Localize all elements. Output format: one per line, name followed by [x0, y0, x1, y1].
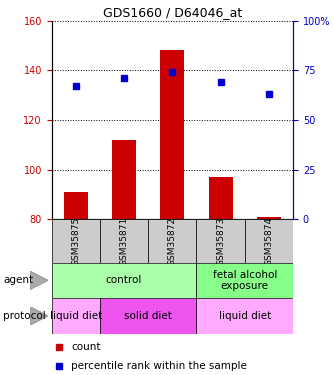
Bar: [196, 298, 293, 334]
Bar: [208, 177, 233, 219]
Polygon shape: [30, 307, 48, 326]
Bar: [196, 219, 245, 262]
Text: fetal alcohol
exposure: fetal alcohol exposure: [212, 270, 277, 291]
Text: liquid diet: liquid diet: [219, 311, 271, 321]
Text: GSM35873: GSM35873: [216, 216, 225, 266]
Bar: [52, 219, 100, 262]
Bar: [64, 192, 88, 219]
Polygon shape: [30, 271, 48, 290]
Text: GSM35875: GSM35875: [71, 216, 80, 266]
Text: percentile rank within the sample: percentile rank within the sample: [71, 361, 247, 370]
Text: solid diet: solid diet: [124, 311, 172, 321]
Title: GDS1660 / D64046_at: GDS1660 / D64046_at: [103, 6, 242, 20]
Bar: [52, 298, 100, 334]
Text: protocol: protocol: [3, 311, 46, 321]
Bar: [245, 219, 293, 262]
Bar: [257, 217, 281, 219]
Text: GSM35872: GSM35872: [168, 216, 177, 266]
Bar: [160, 51, 184, 219]
Bar: [196, 262, 293, 298]
Text: agent: agent: [3, 275, 33, 285]
Text: GSM35871: GSM35871: [120, 216, 129, 266]
Bar: [100, 298, 196, 334]
Text: control: control: [106, 275, 142, 285]
Bar: [100, 219, 148, 262]
Bar: [112, 140, 136, 219]
Bar: [148, 219, 196, 262]
Text: count: count: [71, 342, 101, 352]
Text: liquid diet: liquid diet: [50, 311, 102, 321]
Text: GSM35874: GSM35874: [264, 216, 273, 266]
Bar: [52, 262, 196, 298]
